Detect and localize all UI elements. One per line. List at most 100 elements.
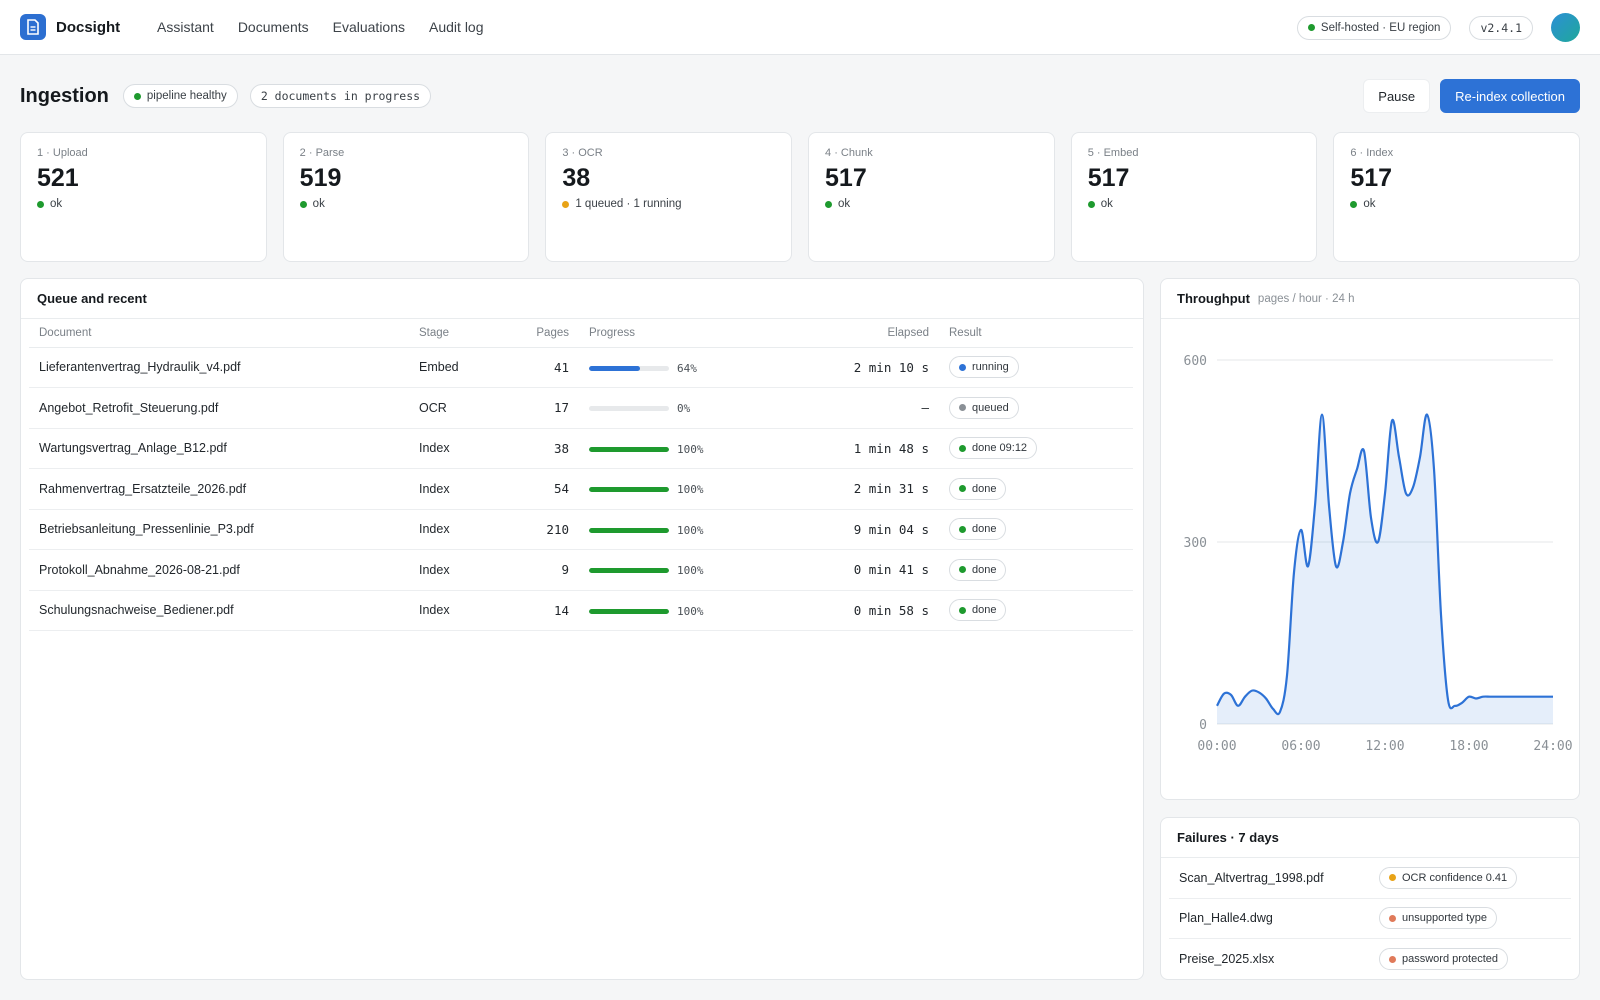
col-elapsed[interactable]: Elapsed — [759, 319, 939, 348]
table-row[interactable]: Betriebsanleitung_Pressenlinie_P3.pdf Ind… — [29, 509, 1133, 550]
stage-label: 1 · Upload — [37, 147, 88, 159]
stage-status: 1 queued · 1 running — [562, 198, 775, 210]
doc-elapsed: 1 min 48 s — [759, 428, 939, 469]
table-row[interactable]: Angebot_Retrofit_Steuerung.pdf OCR 17 0% — qu… — [29, 387, 1133, 429]
status-dot-icon — [959, 363, 966, 371]
doc-stage: Index — [409, 468, 519, 510]
stage-value: 517 — [1350, 164, 1393, 192]
pause-button[interactable]: Pause — [1363, 79, 1431, 113]
failure-reason: unsupported type — [1402, 912, 1488, 925]
doc-name[interactable]: Lieferantenvertrag_Hydraulik_v4.pdf — [29, 347, 409, 388]
doc-elapsed: 2 min 10 s — [759, 347, 939, 388]
stage-card[interactable]: 2 · Parse 519 ok — [282, 132, 530, 262]
status-dot-icon — [37, 200, 44, 208]
doc-progress: 64% — [579, 347, 759, 388]
nav-item-documents[interactable]: Documents — [237, 19, 309, 35]
failure-reason-badge: unsupported type — [1379, 907, 1498, 930]
failure-row[interactable]: Preise_2025.xlsx password protected — [1169, 939, 1571, 979]
result-label: done — [972, 604, 997, 617]
status-dot-icon — [959, 606, 966, 614]
stage-status-text: ok — [838, 198, 851, 210]
status-dot-icon — [1389, 874, 1396, 882]
doc-pages: 38 — [519, 428, 579, 469]
table-row[interactable]: Schulungsnachweise_Bediener.pdf Index 14 10… — [29, 590, 1133, 631]
status-dot-icon — [1087, 200, 1095, 208]
status-badge: done — [949, 558, 1007, 581]
dot-icon — [1307, 24, 1315, 31]
stage-status: ok — [1350, 198, 1563, 210]
doc-pages: 41 — [519, 347, 579, 388]
avatar[interactable] — [1551, 13, 1580, 42]
nav-item-audit-log[interactable]: Audit log — [429, 19, 484, 35]
col-stage[interactable]: Stage — [409, 319, 519, 348]
reindex-button[interactable]: Re-index collection — [1440, 79, 1580, 113]
table-row[interactable]: Protokoll_Abnahme_2026-08-21.pdf Index 9 10… — [29, 549, 1133, 591]
progress-fill — [589, 487, 669, 493]
nav-item-assistant[interactable]: Assistant — [157, 19, 214, 35]
stage-card[interactable]: 1 · Upload 521 ok — [20, 132, 267, 262]
page-header: Ingestion pipeline healthy 2 documents i… — [20, 79, 1580, 113]
status-dot-icon — [1389, 914, 1396, 922]
failure-file[interactable]: Scan_Altvertrag_1998.pdf — [1179, 870, 1324, 885]
status-badge: done 09:12 — [949, 437, 1038, 460]
doc-elapsed: 2 min 31 s — [759, 468, 939, 510]
failures-header: Failures · 7 days — [1161, 818, 1579, 858]
in-progress-badge: 2 documents in progress — [249, 84, 432, 108]
status-dot-icon — [959, 525, 966, 533]
doc-name[interactable]: Rahmenvertrag_Ersatzteile_2026.pdf — [29, 468, 409, 510]
progress-percent: 100% — [677, 483, 704, 497]
col-document[interactable]: Document — [29, 319, 409, 348]
progress-percent: 100% — [677, 523, 704, 537]
progress-bar — [589, 568, 669, 574]
status-dot-icon — [299, 200, 307, 208]
top-bar: Docsight Assistant Documents Evaluations… — [0, 0, 1600, 55]
table-row[interactable]: Rahmenvertrag_Ersatzteile_2026.pdf Index 5… — [29, 468, 1133, 510]
failure-file[interactable]: Preise_2025.xlsx — [1179, 952, 1275, 967]
doc-stage: OCR — [409, 387, 519, 429]
table-row[interactable]: Lieferantenvertrag_Hydraulik_v4.pdf Embed… — [29, 347, 1133, 388]
failure-file[interactable]: Plan_Halle4.dwg — [1179, 911, 1273, 926]
result-label: done — [972, 563, 997, 576]
doc-pages: 9 — [519, 549, 579, 591]
stage-card[interactable]: 3 · OCR 38 1 queued · 1 running — [545, 132, 793, 262]
progress-wrap: 0% — [589, 402, 690, 415]
failure-row[interactable]: Plan_Halle4.dwg unsupported type — [1169, 899, 1571, 939]
doc-name[interactable]: Wartungsvertrag_Anlage_B12.pdf — [29, 428, 409, 469]
failures-list: Scan_Altvertrag_1998.pdf OCR confidence 0… — [1161, 858, 1579, 979]
stage-card[interactable]: 6 · Index 517 ok — [1333, 132, 1581, 262]
doc-name[interactable]: Schulungsnachweise_Bediener.pdf — [29, 590, 409, 631]
chart-x-tick: 12:00 — [1365, 739, 1404, 754]
stage-card[interactable]: 5 · Embed 517 ok — [1070, 132, 1318, 262]
progress-percent: 0% — [677, 402, 691, 416]
table-header-row: Document Stage Pages Progress Elapsed Re… — [29, 319, 1133, 348]
throughput-header: Throughput pages / hour · 24 h — [1161, 279, 1579, 319]
progress-wrap: 100% — [589, 605, 704, 618]
version-badge: v2.4.1 — [1469, 15, 1533, 40]
progress-bar — [589, 365, 669, 371]
doc-name[interactable]: Protokoll_Abnahme_2026-08-21.pdf — [29, 549, 409, 591]
status-dot-icon — [1350, 200, 1358, 208]
app-name: Docsight — [56, 18, 121, 36]
header-actions: Pause Re-index collection — [1363, 79, 1580, 113]
doc-progress: 100% — [579, 590, 759, 631]
doc-elapsed: 9 min 04 s — [759, 509, 939, 550]
col-progress[interactable]: Progress — [579, 319, 759, 348]
health-label: pipeline healthy — [146, 90, 227, 102]
result-label: queued — [972, 401, 1009, 414]
doc-name[interactable]: Betriebsanleitung_Pressenlinie_P3.pdf — [29, 509, 409, 550]
stage-card[interactable]: 4 · Chunk 517 ok — [808, 132, 1055, 262]
stage-status-text: ok — [1363, 198, 1376, 210]
table-row[interactable]: Wartungsvertrag_Anlage_B12.pdf Index 38 100… — [29, 428, 1133, 469]
progress-fill — [589, 608, 669, 614]
brand[interactable]: Docsight — [20, 14, 120, 40]
failure-row[interactable]: Scan_Altvertrag_1998.pdf OCR confidence 0… — [1169, 858, 1571, 899]
doc-pages: 54 — [519, 468, 579, 510]
col-result[interactable]: Result — [939, 319, 1133, 348]
stage-status: ok — [825, 198, 1038, 210]
doc-result: done — [939, 590, 1133, 631]
deployment-label: Self-hosted · EU region — [1320, 21, 1441, 34]
doc-name[interactable]: Angebot_Retrofit_Steuerung.pdf — [29, 387, 409, 429]
col-pages[interactable]: Pages — [519, 319, 579, 348]
nav-item-evaluations[interactable]: Evaluations — [332, 19, 406, 35]
stage-label: 6 · Index — [1350, 147, 1394, 159]
